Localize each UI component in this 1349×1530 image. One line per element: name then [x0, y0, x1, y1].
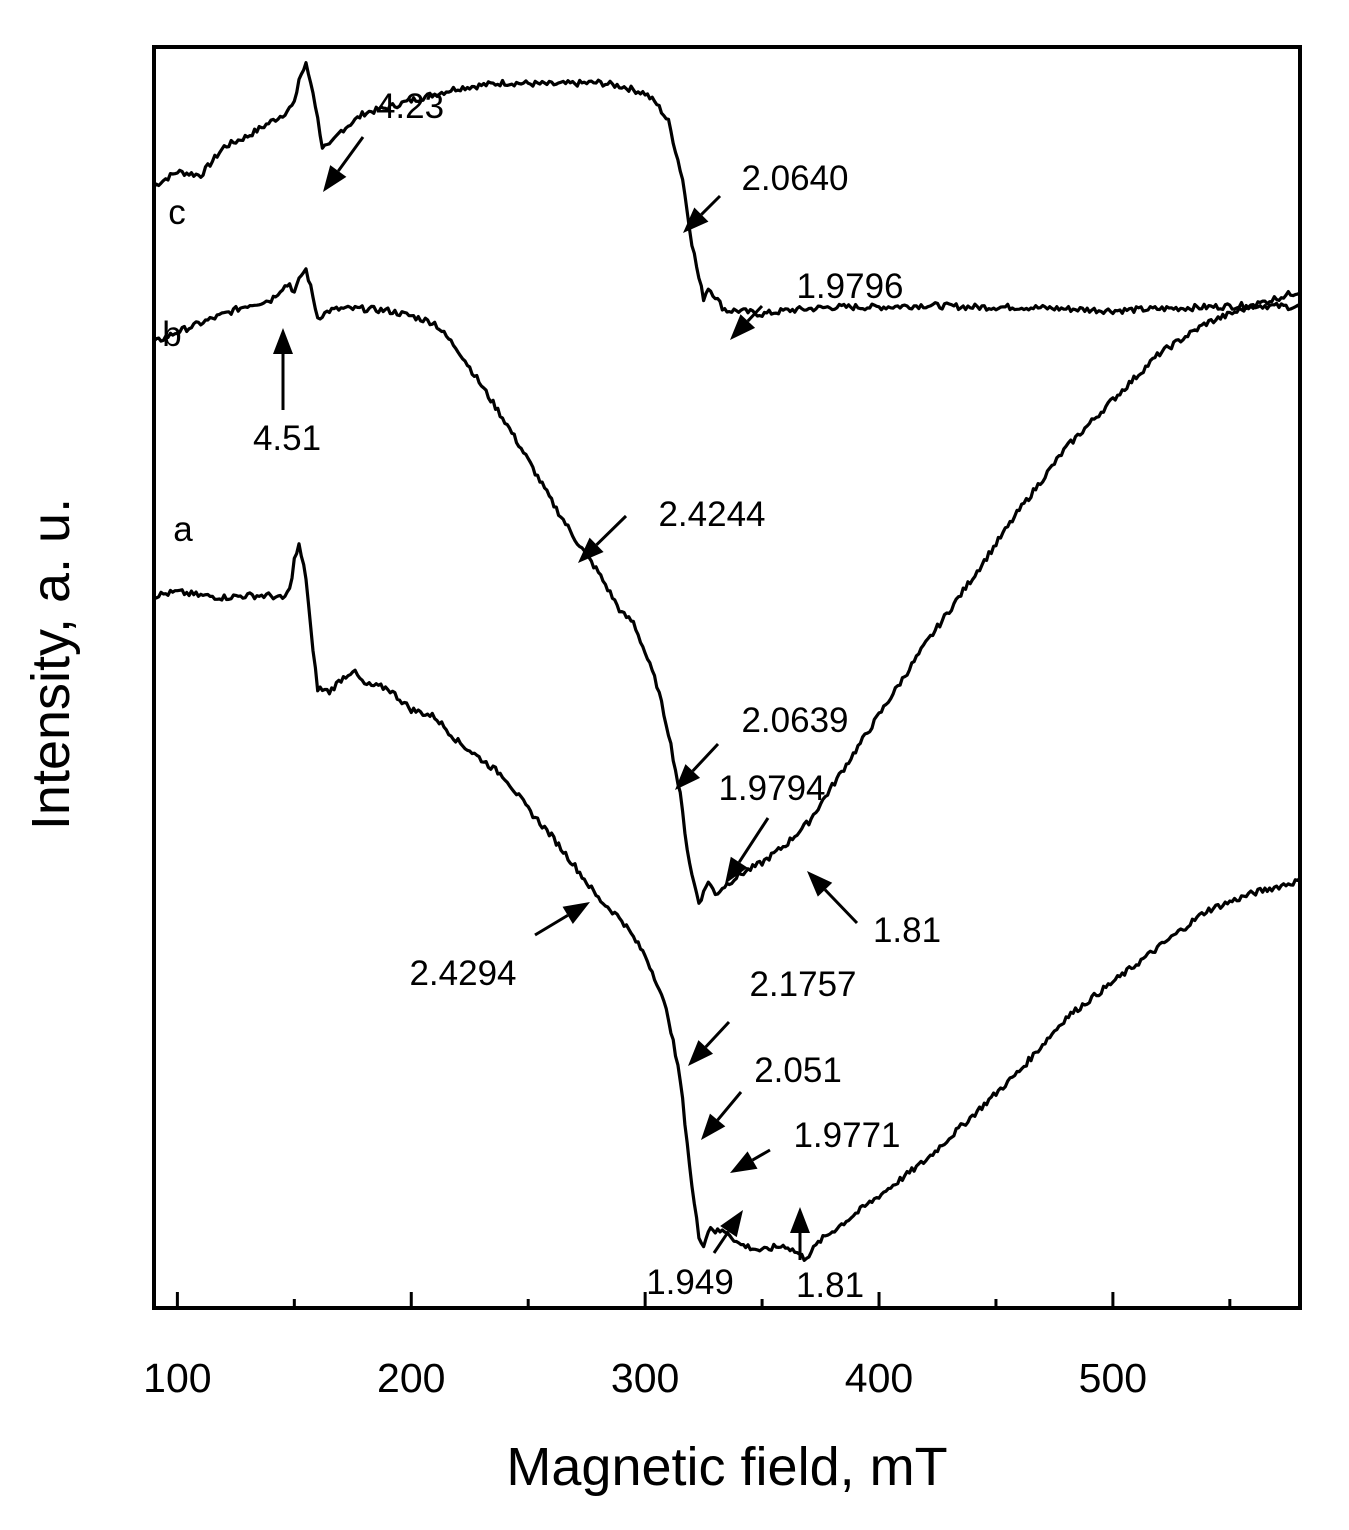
annotation-arrow-shaft [823, 888, 859, 925]
annotation-arrow-head [562, 902, 590, 924]
annotation-arrow-head [688, 1040, 714, 1066]
annotation-arrow-shaft [337, 136, 365, 172]
g-value-label: 2.0639 [741, 701, 848, 740]
annotation-arrow-shaft [595, 514, 628, 546]
x-tick-label: 100 [143, 1355, 211, 1401]
annotation-arrow-shaft [746, 304, 764, 323]
annotation-arrow-shaft [704, 1020, 731, 1049]
curve-label-c: c [168, 193, 186, 232]
x-tick-label: 200 [377, 1355, 445, 1401]
g-value-label: 2.4294 [409, 954, 516, 993]
annotation-arrow-head [578, 537, 604, 563]
annotation-arrow-head [323, 165, 347, 192]
annotation-arrow-shaft [534, 914, 569, 937]
annotation-arrow-head [683, 207, 709, 233]
spectra: c b a [152, 61, 1302, 1262]
g-value-label: 2.1757 [749, 965, 856, 1004]
x-tick-label: 300 [611, 1355, 679, 1401]
g-value-label: 2.0640 [741, 159, 848, 198]
annotation-arrow-head [790, 1207, 810, 1233]
x-tick-label: 400 [845, 1355, 913, 1401]
g-value-label: 2.4244 [658, 495, 765, 534]
annotation-arrow-head [675, 764, 701, 790]
g-value-label: 1.949 [646, 1263, 734, 1302]
annotation-arrow-head [730, 314, 756, 340]
annotation-arrow-shaft [700, 194, 722, 216]
series-line-c [152, 61, 1301, 318]
plot-frame [152, 45, 1302, 1310]
g-value-label: 4.23 [376, 87, 444, 126]
y-axis-title: Intensity, a. u. [21, 498, 81, 830]
curve-label-b: b [162, 315, 181, 354]
annotation-arrow-head [730, 1151, 758, 1173]
annotation-arrow-shaft [737, 817, 770, 864]
g-value-label: 1.9796 [796, 267, 903, 306]
annotation-arrow-head [725, 856, 748, 884]
annotation-arrow-head [720, 1210, 743, 1238]
annotation-arrow-shaft [712, 1230, 730, 1254]
annotation-arrow-shaft [691, 742, 720, 773]
series-line-b [152, 267, 1301, 905]
x-axis-ticks: 100 200 300 400 500 [143, 1292, 1232, 1401]
g-value-label: 1.81 [873, 911, 941, 950]
annotation-arrow-head [701, 1113, 726, 1140]
series-line-a [153, 542, 1302, 1262]
g-value-label: 2.051 [754, 1051, 842, 1090]
annotation-arrow-shaft [751, 1148, 771, 1162]
curve-label-a: a [173, 510, 193, 549]
g-value-label: 1.9771 [793, 1116, 900, 1155]
x-axis-title: Magnetic field, mT [506, 1437, 947, 1497]
g-value-annotations: 4.23 2.0640 1.9796 4.51 2.4244 2.0639 1.9794 1.… [253, 87, 941, 1305]
g-value-label: 4.51 [253, 419, 321, 458]
g-value-label: 1.81 [796, 1266, 864, 1305]
g-value-label: 1.9794 [718, 769, 825, 808]
x-tick-label: 500 [1079, 1355, 1147, 1401]
annotation-arrow-head [273, 328, 293, 354]
annotation-arrow-shaft [716, 1091, 743, 1121]
annotation-arrow-head [807, 871, 833, 897]
